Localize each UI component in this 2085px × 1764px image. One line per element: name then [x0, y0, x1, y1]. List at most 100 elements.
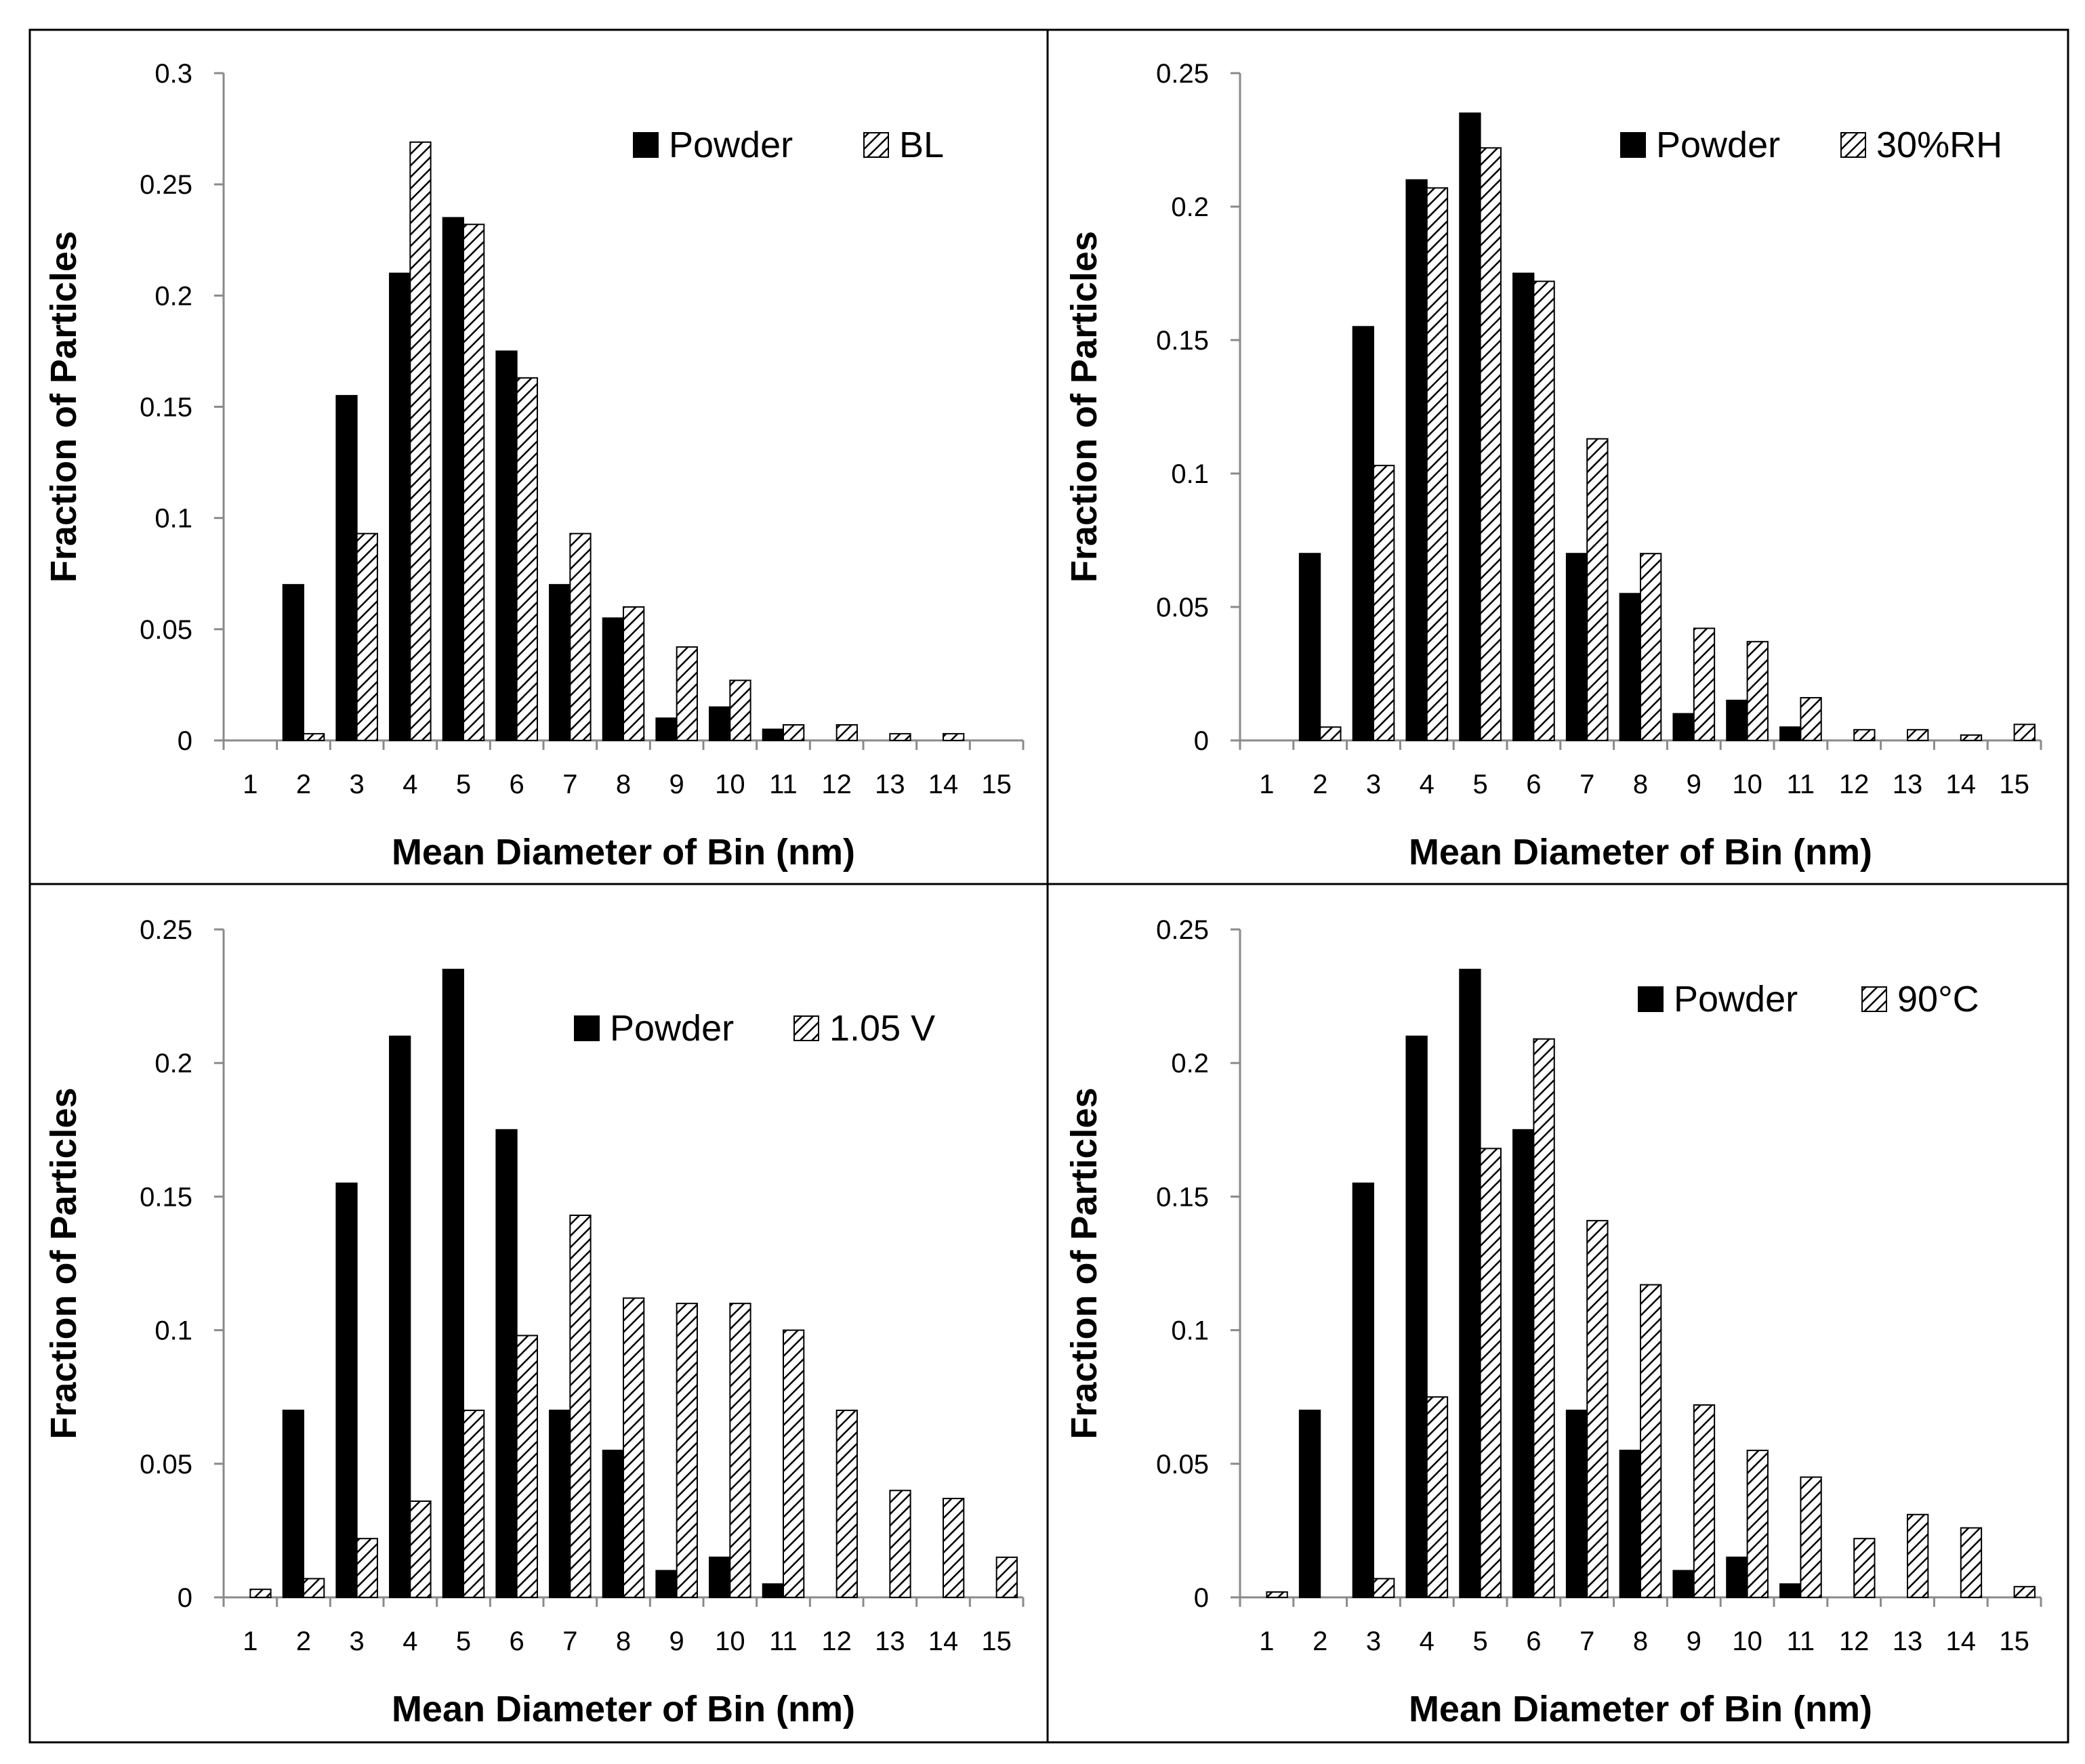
bar: [303, 733, 325, 742]
x-tick-label: 1: [243, 770, 257, 799]
x-tick-label: 5: [456, 1626, 471, 1656]
x-tick-label: 5: [1472, 770, 1487, 799]
x-tick-label: 5: [1472, 1626, 1487, 1656]
x-tick-label: 4: [402, 1626, 417, 1656]
bar: [1619, 593, 1642, 741]
x-tick-label: 8: [1633, 770, 1648, 799]
legend-label: 1.05 V: [829, 1008, 935, 1049]
x-tick-label: 1: [1259, 770, 1274, 799]
bar: [463, 224, 485, 741]
bar: [1672, 713, 1695, 741]
bar: [442, 969, 464, 1599]
x-tick-label: 6: [1526, 1626, 1541, 1656]
bar: [1779, 1583, 1802, 1599]
x-tick-label: 8: [616, 770, 631, 799]
y-tick-label: 0.25: [1156, 915, 1209, 945]
bar: [1352, 326, 1374, 741]
bar: [1533, 1038, 1555, 1598]
legend-swatch-solid: [1638, 986, 1664, 1012]
x-tick-label: 7: [562, 770, 577, 799]
legend-swatch-solid: [574, 1015, 600, 1041]
bar: [729, 679, 751, 741]
x-tick-label: 8: [1633, 1626, 1648, 1656]
bar: [463, 1409, 485, 1598]
x-tick-label: 6: [1526, 770, 1541, 799]
legend-swatch-solid: [1620, 132, 1646, 158]
bar: [1533, 280, 1555, 741]
legend-label: BL: [899, 125, 944, 165]
series-treated: [303, 141, 965, 742]
series-treated: [1266, 1038, 2036, 1599]
outer-border: [28, 28, 2069, 1744]
bar: [1512, 1129, 1535, 1599]
y-tick-label: 0.05: [1156, 593, 1209, 623]
x-tick-label: 4: [1420, 770, 1434, 799]
bar: [442, 217, 464, 741]
bar: [1405, 179, 1428, 742]
bar: [1693, 1404, 1716, 1598]
bar: [1800, 1476, 1822, 1599]
y-tick-label: 0.25: [140, 915, 192, 945]
bar: [1693, 627, 1716, 742]
x-axis-title: Mean Diameter of Bin (nm): [1409, 832, 1872, 873]
bar: [495, 350, 518, 741]
x-tick-label: 13: [1893, 1626, 1923, 1656]
x-tick-label: 7: [562, 1626, 577, 1656]
x-axis-title: Mean Diameter of Bin (nm): [392, 832, 855, 873]
series-powder: [1298, 969, 1802, 1599]
bar: [762, 1583, 785, 1599]
bar: [1726, 1556, 1748, 1599]
bar: [1512, 272, 1535, 741]
bar: [516, 377, 538, 741]
y-tick-label: 0.05: [140, 615, 192, 645]
bar: [1960, 734, 1983, 741]
x-tick-label: 7: [1580, 770, 1594, 799]
x-tick-label: 11: [769, 770, 798, 799]
bar: [1565, 553, 1588, 741]
bar: [1640, 553, 1662, 741]
y-axis-title: Fraction of Particles: [43, 231, 84, 583]
legend-swatch-hatched: [1840, 132, 1866, 158]
x-tick-label: 12: [821, 770, 852, 799]
x-tick-label: 2: [296, 1626, 311, 1656]
legend-swatch-hatched: [1861, 986, 1887, 1012]
bar: [1319, 726, 1342, 742]
y-tick-label: 0.2: [1171, 1049, 1209, 1078]
x-tick-label: 12: [1839, 770, 1870, 799]
bar: [282, 584, 305, 742]
legend: Powder 30%RH: [1620, 125, 2002, 165]
panel-105v: 00.050.10.150.20.251 2 3 4 5 6 7 8 9 10 11 12 13 14 15…: [43, 915, 1025, 1729]
legend: Powder 90°C: [1638, 979, 1979, 1020]
bar: [835, 1409, 858, 1598]
legend-label: Powder: [610, 1008, 734, 1049]
x-tick-label: 15: [981, 1626, 1012, 1656]
bar: [1907, 1513, 1929, 1599]
x-tick-label: 1: [243, 1626, 257, 1656]
bar: [1266, 1591, 1288, 1599]
legend: Powder 1.05 V: [574, 1008, 935, 1049]
bar: [356, 1538, 378, 1598]
x-tick-label: 11: [1787, 1626, 1815, 1656]
y-tick-label: 0: [178, 1583, 192, 1613]
bar: [709, 1556, 731, 1599]
bar: [1640, 1284, 1662, 1598]
panel-bl: 00.050.10.150.20.250.31 2 3 4 5 6 7 8 9 10 11 12 13 1…: [43, 59, 1025, 873]
x-tick-label: 3: [1366, 1626, 1381, 1656]
bar: [409, 141, 432, 742]
bar: [835, 724, 858, 742]
y-axis-title: Fraction of Particles: [1064, 231, 1105, 583]
bar: [1853, 729, 1876, 741]
bar: [1746, 1450, 1769, 1599]
bar: [1746, 641, 1769, 741]
bar: [1405, 1035, 1428, 1598]
bar: [569, 1215, 592, 1599]
x-tick-label: 6: [510, 770, 524, 799]
x-tick-label: 4: [1420, 1626, 1434, 1656]
bar: [783, 724, 805, 742]
y-tick-label: 0.1: [154, 1316, 192, 1346]
bar: [2013, 1586, 2036, 1599]
y-tick-label: 0.15: [140, 393, 192, 423]
x-tick-label: 10: [1732, 770, 1762, 799]
bar: [1672, 1570, 1695, 1599]
